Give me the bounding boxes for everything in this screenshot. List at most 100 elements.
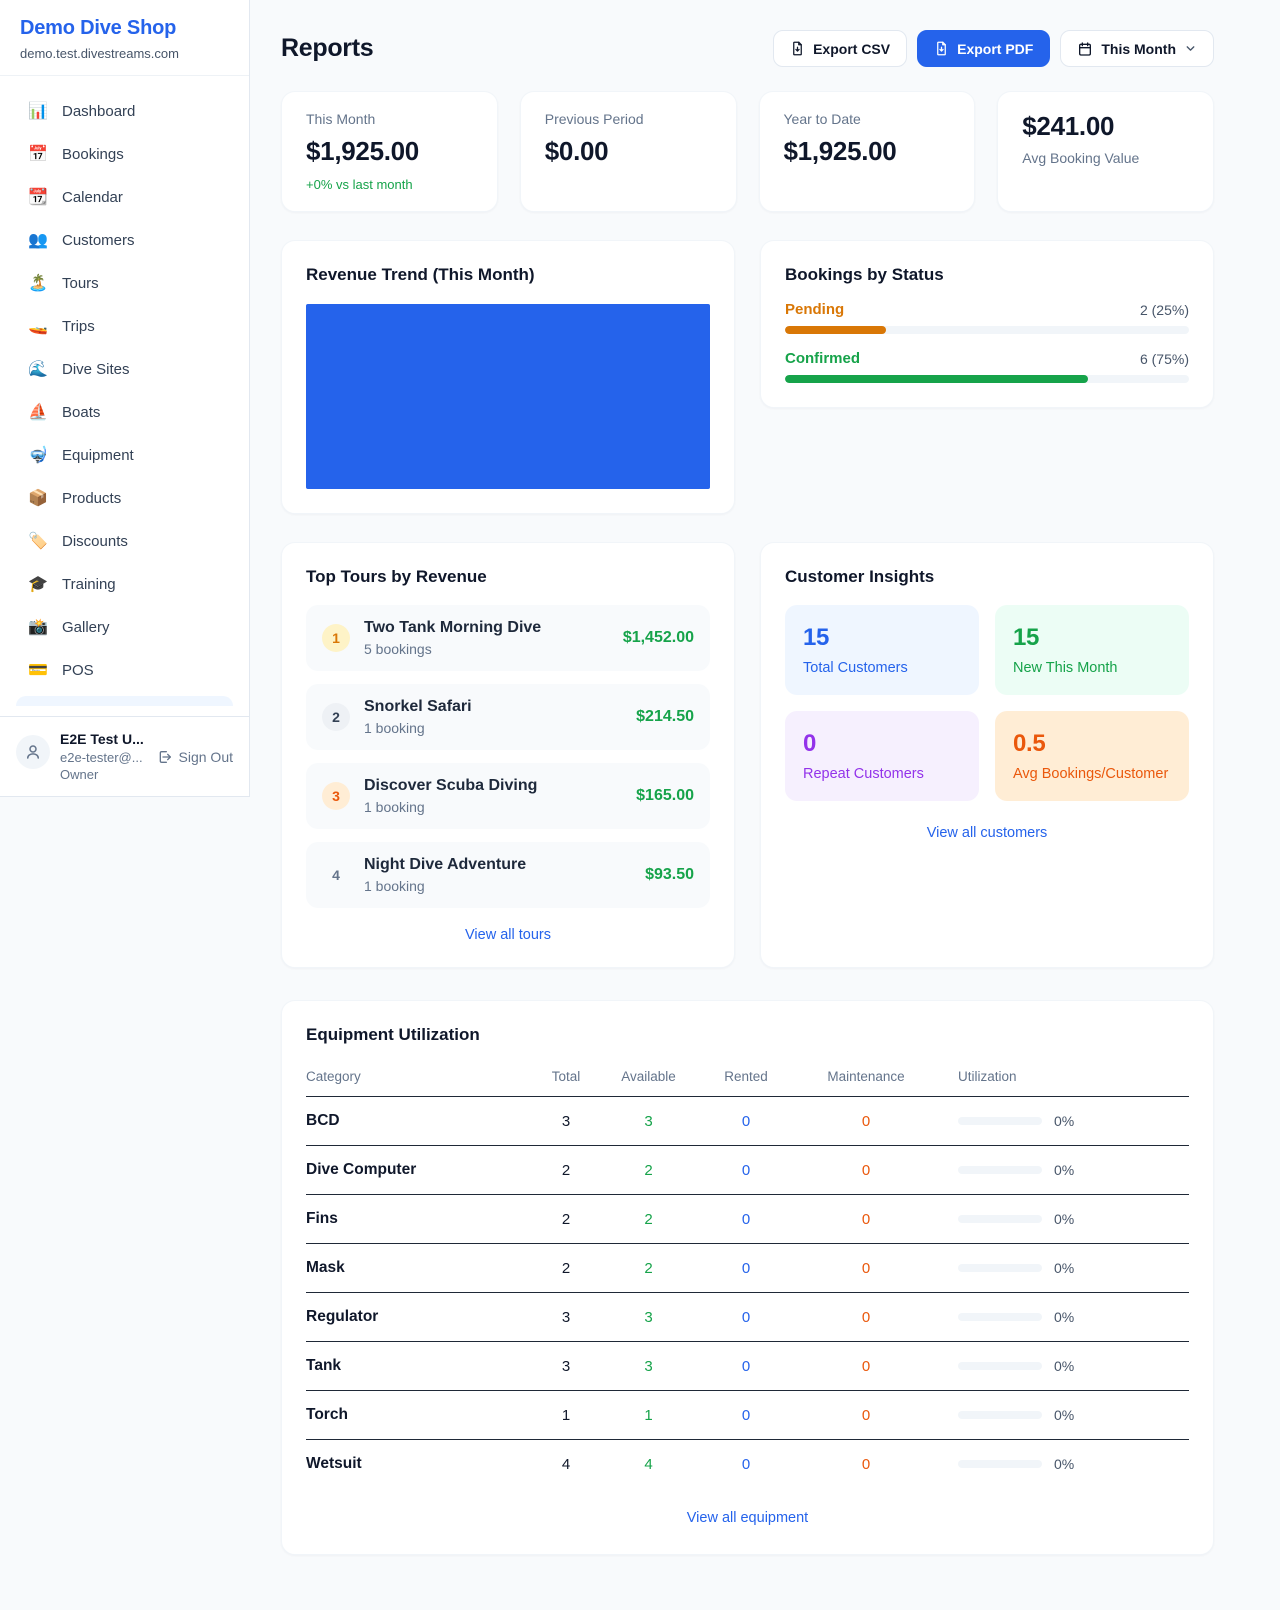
sidebar-item-training[interactable]: 🎓 Training bbox=[14, 567, 235, 602]
sidebar-item-calendar[interactable]: 📆 Calendar bbox=[14, 180, 235, 215]
sign-out-icon bbox=[159, 751, 171, 763]
top-tours-title: Top Tours by Revenue bbox=[306, 567, 487, 586]
utilization-bar bbox=[958, 1117, 1042, 1125]
sidebar-item-equipment[interactable]: 🤿 Equipment bbox=[14, 438, 235, 473]
category-cell: Regulator bbox=[306, 1308, 379, 1325]
utilization-bar bbox=[958, 1215, 1042, 1223]
insight-tile-repeat-customers: 0 Repeat Customers bbox=[785, 711, 979, 801]
sidebar-item-label: Products bbox=[62, 490, 122, 507]
maintenance-cell: 0 bbox=[861, 1259, 871, 1277]
utilization-percent: 0% bbox=[1054, 1113, 1075, 1129]
stat-card-previous-period: Previous Period $0.00 bbox=[519, 91, 737, 212]
utilization-percent: 0% bbox=[1054, 1162, 1075, 1178]
table-row: Tank 3 3 0 0 0% bbox=[306, 1342, 1189, 1391]
sign-out-button[interactable]: Sign Out bbox=[157, 749, 233, 765]
category-cell: Torch bbox=[306, 1406, 348, 1423]
graduation-cap-icon: 🎓 bbox=[28, 575, 48, 593]
total-cell: 1 bbox=[561, 1406, 571, 1424]
sidebar-item-boats[interactable]: ⛵ Boats bbox=[14, 395, 235, 430]
export-pdf-button[interactable]: Export PDF bbox=[917, 30, 1051, 67]
status-bar-track bbox=[785, 375, 1189, 383]
user-footer: E2E Test U... e2e-tester@... Owner Sign … bbox=[0, 716, 249, 796]
category-cell: Tank bbox=[306, 1357, 342, 1374]
view-all-tours-link[interactable]: View all tours bbox=[465, 927, 551, 943]
sidebar-item-partial-active[interactable] bbox=[16, 696, 233, 706]
sidebar-item-gallery[interactable]: 📸 Gallery bbox=[14, 610, 235, 645]
tour-name: Discover Scuba Diving bbox=[364, 777, 538, 794]
utilization-bar bbox=[958, 1264, 1042, 1272]
utilization-percent: 0% bbox=[1054, 1260, 1075, 1276]
maintenance-cell: 0 bbox=[861, 1210, 871, 1228]
sidebar-item-tours[interactable]: 🏝️ Tours bbox=[14, 266, 235, 301]
shop-name: Demo Dive Shop bbox=[20, 17, 177, 39]
sidebar-item-dive-sites[interactable]: 🌊 Dive Sites bbox=[14, 352, 235, 387]
view-all-customers-link[interactable]: View all customers bbox=[926, 825, 1048, 841]
tour-list-item: 4 Night Dive Adventure 1 booking $93.50 bbox=[306, 842, 710, 908]
stats-row: This Month $1,925.00 +0% vs last month P… bbox=[281, 91, 1214, 212]
stat-label: Avg Booking Value bbox=[1022, 150, 1140, 166]
sidebar-item-trips[interactable]: 🚤 Trips bbox=[14, 309, 235, 344]
export-csv-button[interactable]: Export CSV bbox=[773, 30, 908, 67]
maintenance-cell: 0 bbox=[861, 1455, 871, 1473]
stat-value: $1,925.00 bbox=[306, 136, 419, 166]
utilization-bar bbox=[958, 1362, 1042, 1370]
user-name: E2E Test U... bbox=[60, 731, 144, 747]
stat-change: +0% vs last month bbox=[306, 177, 413, 192]
user-meta: E2E Test U... e2e-tester@... Owner bbox=[60, 731, 147, 782]
bookings-by-status-title: Bookings by Status bbox=[785, 265, 944, 284]
insight-value: 15 bbox=[803, 624, 830, 651]
customer-insights-title: Customer Insights bbox=[785, 567, 935, 586]
status-row-confirmed: Confirmed 6 (75%) bbox=[785, 350, 1189, 383]
person-icon bbox=[27, 745, 39, 759]
sidebar-item-bookings[interactable]: 📅 Bookings bbox=[14, 137, 235, 172]
insight-label: Repeat Customers bbox=[803, 766, 924, 782]
wave-icon: 🌊 bbox=[28, 360, 48, 378]
available-cell: 2 bbox=[644, 1259, 653, 1277]
tour-bookings: 1 booking bbox=[364, 799, 425, 815]
utilization-cell: 0% bbox=[936, 1358, 1189, 1374]
tour-revenue: $214.50 bbox=[636, 708, 694, 725]
lists-row: Top Tours by Revenue 1 Two Tank Morning … bbox=[281, 542, 1214, 968]
sidebar-item-label: Bookings bbox=[62, 146, 124, 163]
insight-label: Avg Bookings/Customer bbox=[1013, 766, 1169, 782]
rented-cell: 0 bbox=[741, 1308, 751, 1326]
total-cell: 2 bbox=[561, 1161, 571, 1179]
insight-value: 0 bbox=[803, 730, 817, 757]
equipment-table-header: Category Total Available Rented Maintena… bbox=[306, 1061, 1189, 1097]
available-cell: 3 bbox=[644, 1357, 653, 1375]
table-row: Fins 2 2 0 0 0% bbox=[306, 1195, 1189, 1244]
stat-card-year-to-date: Year to Date $1,925.00 bbox=[758, 91, 976, 212]
sidebar-item-label: Tours bbox=[62, 275, 99, 292]
tour-revenue: $1,452.00 bbox=[622, 629, 694, 646]
status-count: 2 (25%) bbox=[1139, 301, 1189, 318]
sidebar-item-discounts[interactable]: 🏷️ Discounts bbox=[14, 524, 235, 559]
table-row: Mask 2 2 0 0 0% bbox=[306, 1244, 1189, 1293]
tour-name: Snorkel Safari bbox=[364, 698, 472, 715]
tour-revenue: $165.00 bbox=[636, 787, 694, 804]
utilization-cell: 0% bbox=[936, 1456, 1189, 1472]
period-select[interactable]: This Month bbox=[1060, 30, 1214, 67]
rented-cell: 0 bbox=[741, 1161, 751, 1179]
sidebar-item-products[interactable]: 📦 Products bbox=[14, 481, 235, 516]
sidebar-item-label: Dive Sites bbox=[62, 361, 130, 378]
view-all-equipment-link[interactable]: View all equipment bbox=[686, 1510, 809, 1526]
sidebar-item-customers[interactable]: 👥 Customers bbox=[14, 223, 235, 258]
rank-badge: 4 bbox=[332, 867, 340, 883]
speedboat-icon: 🚤 bbox=[28, 317, 48, 335]
utilization-percent: 0% bbox=[1054, 1211, 1075, 1227]
sidebar-item-pos[interactable]: 💳 POS bbox=[14, 653, 235, 688]
total-cell: 4 bbox=[561, 1455, 571, 1473]
utilization-bar bbox=[958, 1411, 1042, 1419]
sidebar-item-dashboard[interactable]: 📊 Dashboard bbox=[14, 94, 235, 129]
rented-cell: 0 bbox=[741, 1455, 751, 1473]
rented-cell: 0 bbox=[741, 1357, 751, 1375]
insight-label: Total Customers bbox=[803, 660, 908, 676]
customer-insights-card: Customer Insights 15 Total Customers 15 … bbox=[760, 542, 1214, 968]
status-label: Confirmed bbox=[785, 350, 860, 367]
equipment-utilization-title: Equipment Utilization bbox=[306, 1025, 480, 1044]
sidebar-header: Demo Dive Shop demo.test.divestreams.com bbox=[0, 0, 249, 76]
tag-icon: 🏷️ bbox=[28, 532, 48, 550]
maintenance-cell: 0 bbox=[861, 1112, 871, 1130]
tour-list: 1 Two Tank Morning Dive 5 bookings $1,45… bbox=[306, 605, 710, 908]
equipment-table: Category Total Available Rented Maintena… bbox=[306, 1061, 1189, 1488]
